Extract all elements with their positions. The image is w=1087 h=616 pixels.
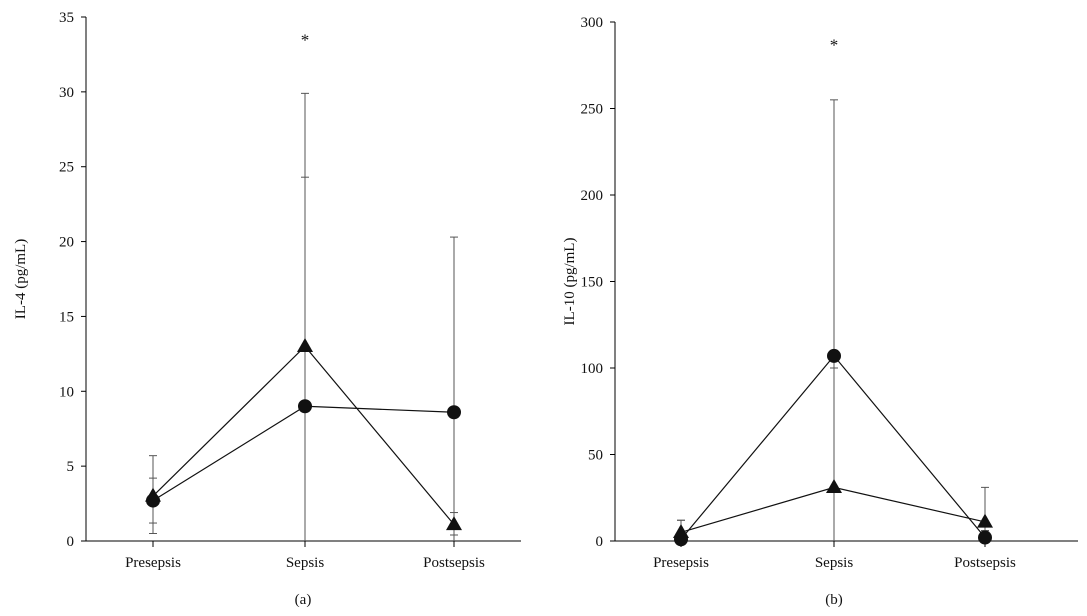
significance-asterisk: * — [830, 35, 839, 54]
series-line-triangle — [680, 486, 986, 533]
y-tick-label: 200 — [581, 188, 604, 204]
circle-marker — [447, 405, 461, 420]
y-tick-label: 250 — [581, 102, 604, 118]
y-axis-label: IL-4 (pg/mL) — [13, 239, 29, 319]
y-tick-label: 150 — [581, 275, 604, 291]
triangle-marker — [977, 513, 993, 528]
y-tick-label: 10 — [59, 384, 74, 400]
y-tick-label: 0 — [596, 534, 604, 550]
y-tick-label: 30 — [59, 85, 74, 101]
y-tick-label: 20 — [59, 235, 74, 251]
x-tick-label: Presepsis — [653, 555, 709, 571]
x-tick-label: Postsepsis — [954, 555, 1016, 571]
y-tick-label: 5 — [67, 459, 75, 475]
series-line-triangle — [152, 345, 455, 525]
triangle-marker — [826, 478, 842, 493]
chart-panel-b: 0 50 100 150 200 250 300 Presepsis Sepsis Postsep… — [562, 15, 1078, 608]
triangle-marker — [297, 337, 313, 352]
circle-marker — [978, 530, 992, 545]
chart-panel-a: 0 5 10 15 20 25 30 35 Presepsis Sepsis Postsepsis I… — [13, 10, 521, 608]
y-tick-label: 35 — [59, 10, 74, 26]
y-axis-label: IL-10 (pg/mL) — [562, 238, 578, 326]
y-tick-label: 100 — [581, 361, 604, 377]
series-line-circle — [152, 405, 455, 502]
panel-label: (b) — [825, 592, 843, 608]
x-tick-label: Postsepsis — [423, 555, 485, 571]
circle-marker — [827, 348, 841, 363]
y-tick-label: 25 — [59, 160, 74, 176]
circle-marker — [146, 493, 160, 508]
triangle-marker — [673, 523, 689, 538]
circle-marker — [298, 399, 312, 414]
x-tick-label: Sepsis — [815, 555, 854, 571]
significance-asterisk: * — [301, 30, 310, 49]
y-tick-label: 0 — [67, 534, 75, 550]
y-tick-label: 50 — [588, 448, 603, 464]
panel-label: (a) — [295, 592, 312, 608]
x-tick-label: Sepsis — [286, 555, 325, 571]
y-tick-label: 300 — [581, 15, 604, 31]
y-tick-label: 15 — [59, 309, 74, 325]
triangle-marker — [446, 516, 462, 531]
x-tick-label: Presepsis — [125, 555, 181, 571]
